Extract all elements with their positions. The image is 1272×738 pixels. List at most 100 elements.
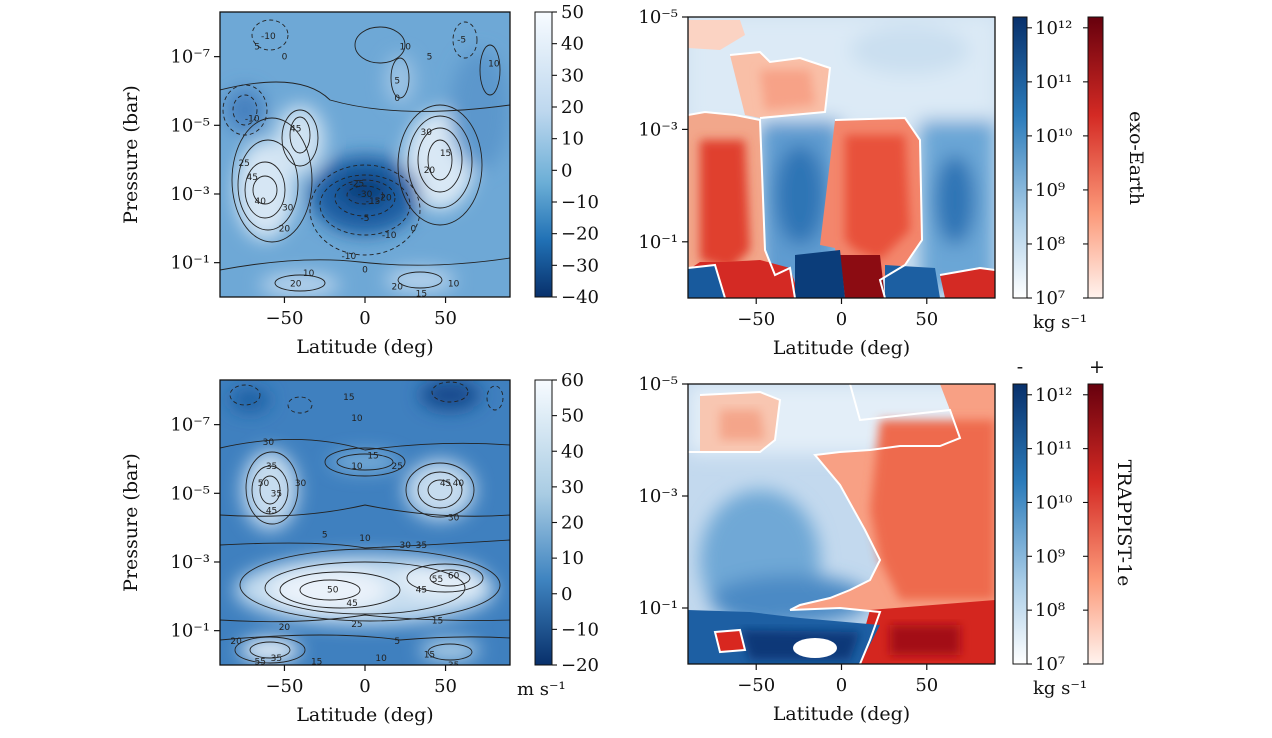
y-tick-label: 10⁻¹ (170, 253, 210, 274)
contour-label: 50 (258, 479, 270, 489)
colorbar-tick-label: 60 (561, 370, 584, 391)
contour-label: 10 (351, 462, 363, 472)
colorbar-streamfunction-positive-trappist (1087, 383, 1104, 665)
x-tick-label: 50 (915, 675, 938, 696)
contour-label: 30 (282, 204, 294, 214)
contour-label: -5 (457, 35, 466, 45)
contour-label: 5 (322, 531, 328, 541)
contour-label: 35 (266, 462, 277, 472)
y-tick-label: 10⁻³ (638, 119, 678, 140)
contour-label: 0 (394, 94, 400, 104)
contour-label: 5 (233, 303, 239, 313)
y-tick-label: 10⁻³ (638, 486, 678, 507)
colorbar-tick-label: −20 (561, 655, 599, 676)
colorbar-tick-label: 10⁹ (1035, 180, 1065, 201)
x-tick-label: 50 (915, 309, 938, 330)
contour-label: 10 (375, 654, 387, 664)
x-tick-label: −50 (737, 309, 775, 330)
y-tick-label: 10⁻³ (170, 184, 210, 205)
contour-label: 5 (378, 303, 384, 313)
contour-label: 45 (266, 506, 277, 516)
contour-label: 10 (448, 279, 460, 289)
colorbar-streamfunction-positive-exo-earth (1087, 16, 1104, 299)
contour-label: 0 (362, 266, 368, 276)
contour-label: 45 (246, 173, 257, 183)
colorbar-tick-label: 10⁸ (1035, 234, 1065, 255)
colorbar-tick-label: −10 (561, 619, 599, 640)
colorbar-tick-label: 10¹² (1035, 385, 1072, 406)
colorbar-tick-label: 10¹⁰ (1035, 126, 1072, 147)
colorbar-tick-label: 10⁷ (1035, 654, 1065, 675)
colorbar-tick-label: −40 (561, 287, 599, 308)
colorbar-tick-label: 10 (561, 129, 584, 150)
colorbar-tick-label: 10⁷ (1035, 288, 1065, 309)
y-tick-label: 10⁻⁵ (170, 115, 210, 136)
colorbar-wind-exo-earth (534, 11, 553, 298)
contour-label: 30 (295, 479, 307, 489)
y-axis-label: Pressure (bar) (120, 85, 142, 224)
colorbar-tick-label: 10¹² (1035, 18, 1072, 39)
contour-label: 10 (303, 269, 315, 279)
contour-label: 20 (290, 279, 302, 289)
x-tick-label: 0 (359, 676, 370, 697)
contour-label: 30 (400, 541, 412, 551)
contour-label: -10 (342, 252, 357, 262)
colorbar-unit: kg s⁻¹ (1033, 678, 1087, 699)
x-tick-label: 0 (836, 675, 847, 696)
x-axis-label: Latitude (deg) (773, 703, 910, 725)
contour-label: 5 (394, 77, 400, 87)
colorbar-tick-label: −20 (561, 224, 599, 245)
colorbar-tick-label: 10⁹ (1035, 546, 1065, 567)
colorbar-unit: m s⁻¹ (517, 679, 566, 700)
y-tick-label: 10⁻⁵ (638, 374, 678, 395)
contour-label: 20 (230, 637, 242, 647)
contour-label: 25 (238, 159, 249, 169)
contour-label: 10 (351, 414, 363, 424)
x-tick-label: −50 (265, 676, 303, 697)
row-label-trappist: TRAPPIST-1e (1113, 460, 1135, 587)
colorbar-tick-label: 0 (561, 160, 572, 181)
contour-label: 5 (394, 637, 400, 647)
contour-label: 5 (254, 42, 260, 52)
y-tick-label: 10⁻⁵ (170, 483, 210, 504)
contour-label: 5 (427, 53, 433, 63)
contour-label: 40 (255, 197, 267, 207)
x-tick-label: 50 (434, 676, 457, 697)
contour-label: 10 (359, 534, 371, 544)
contour-label: 20 (424, 166, 436, 176)
x-tick-label: −50 (265, 308, 303, 329)
colorbar-tick-label: 10¹¹ (1035, 72, 1072, 93)
x-tick-label: −50 (737, 675, 775, 696)
colorbar-tick-label: 30 (561, 477, 584, 498)
colorbar-tick-label: 10¹¹ (1035, 439, 1072, 460)
colorbar-tick-label: 30 (561, 65, 584, 86)
y-axis-label: Pressure (bar) (120, 453, 142, 592)
colorbar-tick-label: 20 (561, 513, 584, 534)
contour-label: -25 (350, 180, 365, 190)
contour-label: 15 (367, 452, 378, 462)
colorbar-streamfunction-negative-trappist (1012, 383, 1028, 665)
colorbar-tick-label: 40 (561, 441, 584, 462)
contour-label: 40 (453, 479, 465, 489)
colorbar-tick-label: 50 (561, 406, 584, 427)
negative-cells-trappist (688, 610, 880, 664)
contour-label: 60 (448, 572, 460, 582)
colorbar-tick-label: −10 (561, 192, 599, 213)
contour-label: -10 (382, 231, 397, 241)
contour-label: 20 (391, 283, 403, 293)
x-tick-label: 0 (359, 308, 370, 329)
contour-label: 45 (290, 125, 301, 135)
contour-label: 35 (448, 661, 459, 671)
y-tick-label: 10⁻³ (170, 552, 210, 573)
colorbar-tick-label: −30 (561, 255, 599, 276)
y-tick-label: 10⁻⁷ (170, 47, 210, 68)
contour-label: 15 (440, 149, 451, 159)
contour-label: 20 (279, 224, 291, 234)
contour-label: 55 (255, 658, 266, 668)
